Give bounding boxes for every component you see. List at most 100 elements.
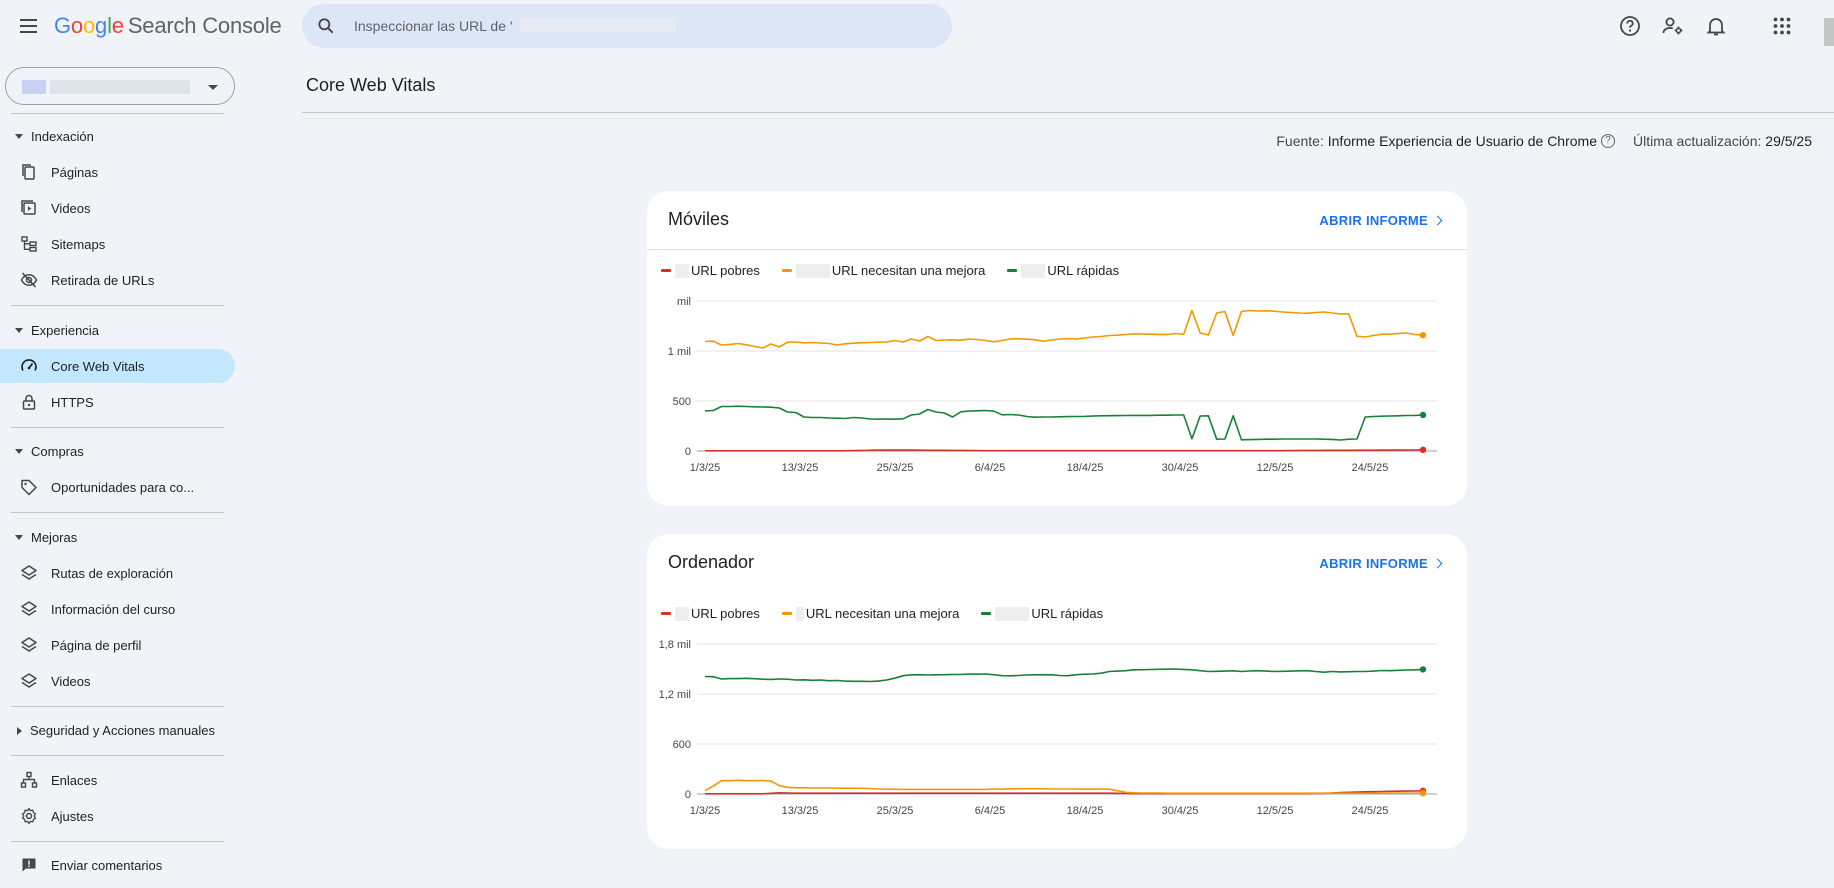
sidebar-item-pagina-perfil[interactable]: Página de perfil [0, 628, 235, 662]
caret-down-icon [15, 535, 23, 540]
x-tick-label: 13/3/25 [782, 805, 819, 817]
sidebar-item-informacion-curso[interactable]: Información del curso [0, 592, 235, 626]
links-icon [20, 771, 38, 788]
updated-label: Última actualización: [1633, 133, 1762, 149]
x-tick-label: 12/5/25 [1257, 805, 1294, 817]
series-line-good [704, 668, 1424, 683]
logo-letter: o [70, 13, 83, 38]
sidebar-item-oportunidades[interactable]: Oportunidades para co... [0, 470, 235, 504]
legend-item-needs-improvement[interactable]: URL necesitan una mejora [781, 606, 960, 621]
scrollbar-thumb[interactable] [1824, 18, 1834, 46]
redacted-count [795, 606, 804, 621]
top-bar: Google Search Console Inspeccionar las UR… [0, 0, 1834, 52]
legend-label: URL pobres [691, 606, 760, 621]
sidebar-item-sitemaps[interactable]: Sitemaps [0, 227, 235, 261]
section-compras[interactable]: Compras [15, 444, 84, 459]
sidebar-item-label: Core Web Vitals [51, 359, 145, 374]
chart-card-mobile: Móviles ABRIR INFORME URL pobres URL nec… [647, 191, 1467, 506]
sidebar-item-label: Enviar comentarios [51, 858, 163, 873]
admin-icon[interactable] [1661, 14, 1685, 38]
section-mejoras[interactable]: Mejoras [15, 530, 77, 545]
redacted-count [1021, 263, 1046, 278]
section-indexacion[interactable]: Indexación [15, 129, 94, 144]
x-tick-label: 30/4/25 [1162, 805, 1199, 817]
lock-icon [22, 394, 36, 410]
divider [11, 427, 224, 428]
sidebar-item-paginas[interactable]: Páginas [0, 155, 235, 189]
card-title: Ordenador [668, 552, 755, 572]
divider [11, 512, 224, 513]
sidebar-item-rutas-exploracion[interactable]: Rutas de exploración [0, 556, 235, 590]
video-icon [21, 200, 36, 215]
legend-item-poor[interactable]: URL pobres [661, 606, 760, 621]
legend-label: URL rápidas [1031, 606, 1104, 621]
divider [11, 305, 224, 306]
sidebar-item-videos-mejoras[interactable]: Videos [0, 664, 235, 698]
help-icon[interactable]: ? [1601, 134, 1615, 148]
url-inspection-search[interactable]: Inspeccionar las URL de ' [302, 4, 952, 48]
property-selector[interactable] [5, 67, 235, 105]
series-line-needs-improvement [704, 309, 1424, 349]
search-icon [318, 18, 334, 34]
sidebar-item-https[interactable]: HTTPS [0, 385, 235, 419]
sidebar-item-label: HTTPS [51, 395, 94, 410]
y-tick-label: 1,2 mil [659, 689, 691, 701]
x-tick-label: 6/4/25 [975, 462, 1006, 474]
divider [11, 113, 224, 114]
x-tick-label: 12/5/25 [1257, 462, 1294, 474]
sidebar-item-retirada-urls[interactable]: Retirada de URLs [0, 263, 235, 297]
x-tick-label: 18/4/25 [1067, 805, 1104, 817]
x-tick-label: 1/3/25 [690, 462, 721, 474]
logo-letter: l [107, 13, 112, 38]
card-title: Móviles [668, 209, 730, 229]
apps-icon[interactable] [1770, 14, 1794, 38]
x-tick-label: 25/3/25 [877, 805, 914, 817]
sidebar-item-ajustes[interactable]: Ajustes [0, 799, 235, 833]
redacted-count [675, 263, 689, 278]
logo[interactable]: Google Search Console [54, 13, 282, 39]
x-tick-label: 25/3/25 [877, 462, 914, 474]
notifications-icon[interactable] [1704, 14, 1728, 38]
y-tick-label: 0 [685, 789, 691, 801]
chart-legend: URL pobres URL necesitan una mejora URL … [661, 263, 1141, 278]
legend-label: URL pobres [691, 263, 760, 278]
x-tick-label: 6/4/25 [975, 805, 1006, 817]
legend-label: URL necesitan una mejora [805, 606, 960, 621]
updated-value: 29/5/25 [1765, 133, 1812, 149]
sidebar-item-label: Páginas [51, 165, 98, 180]
sidebar: Indexación Páginas Videos Sitemaps Retir… [0, 52, 240, 888]
legend-swatch [981, 612, 992, 615]
legend-item-needs-improvement[interactable]: URL necesitan una mejora [781, 263, 985, 278]
open-report-button[interactable]: ABRIR INFORME [1319, 213, 1443, 228]
y-tick-label: 1 mil [668, 346, 691, 358]
x-tick-label: 13/3/25 [782, 462, 819, 474]
caret-down-icon [15, 449, 23, 454]
series-end-point [1419, 789, 1427, 797]
logo-letter: G [54, 13, 71, 38]
section-label: Experiencia [31, 323, 99, 338]
redacted-count [995, 606, 1030, 621]
sidebar-item-label: Videos [51, 201, 91, 216]
section-experiencia[interactable]: Experiencia [15, 323, 99, 338]
sidebar-item-videos[interactable]: Videos [0, 191, 235, 225]
sidebar-item-enlaces[interactable]: Enlaces [0, 763, 235, 797]
menu-icon[interactable] [16, 13, 42, 39]
help-icon[interactable] [1618, 14, 1642, 38]
legend-item-good[interactable]: URL rápidas [981, 606, 1103, 621]
section-seguridad[interactable]: Seguridad y Acciones manuales [15, 723, 215, 738]
redacted-property-name [50, 80, 190, 94]
series-end-point [1419, 411, 1427, 419]
sidebar-item-enviar-comentarios[interactable]: Enviar comentarios [0, 848, 235, 882]
legend-item-good[interactable]: URL rápidas [1007, 263, 1119, 278]
open-report-button[interactable]: ABRIR INFORME [1319, 556, 1443, 571]
chevron-right-icon [1432, 215, 1443, 226]
sidebar-item-core-web-vitals[interactable]: Core Web Vitals [0, 349, 235, 383]
open-report-label: ABRIR INFORME [1319, 556, 1428, 571]
x-tick-label: 24/5/25 [1352, 462, 1389, 474]
sidebar-item-label: Enlaces [51, 773, 98, 788]
dropdown-arrow-icon [208, 85, 218, 90]
redacted-property [520, 18, 676, 33]
chart-card-desktop: Ordenador ABRIR INFORME URL pobres URL n… [647, 534, 1467, 849]
section-label: Indexación [31, 129, 94, 144]
legend-item-poor[interactable]: URL pobres [661, 263, 760, 278]
